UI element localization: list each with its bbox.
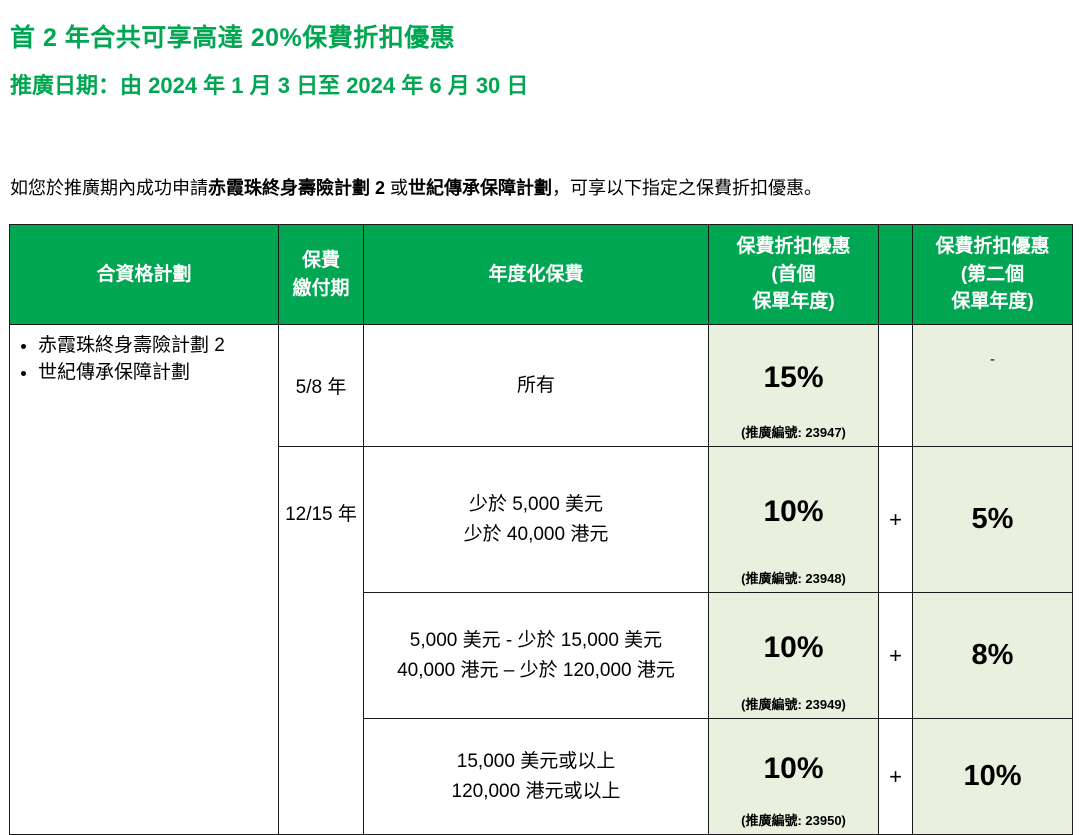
premium-cell: 5,000 美元 - 少於 15,000 美元 40,000 港元 – 少於 1… bbox=[363, 592, 709, 719]
header-annualized-premium-label: 年度化保費 bbox=[488, 263, 584, 285]
page-title: 首 2 年合共可享高達 20%保費折扣優惠 bbox=[10, 24, 456, 52]
table-row: 赤霞珠終身壽險計劃 2 世紀傳承保障計劃 5/8 年 所有 15% (推廣編號:… bbox=[9, 324, 1073, 835]
header-payment-term: 保費 繳付期 bbox=[278, 224, 364, 325]
promo-code: (推廣編號: 23950) bbox=[741, 813, 846, 828]
table-header-row: 合資格計劃 保費 繳付期 年度化保費 保費折扣優惠 (首個 保單年度) 保費折扣… bbox=[9, 224, 1073, 325]
header-first-line2: (首個 bbox=[771, 263, 816, 285]
first-year-discount-cell: 10% (推廣編號: 23948) bbox=[708, 446, 879, 593]
eligible-plans-cell: 赤霞珠終身壽險計劃 2 世紀傳承保障計劃 bbox=[9, 324, 279, 835]
eligible-plan-item: 世紀傳承保障計劃 bbox=[38, 360, 272, 387]
eligible-plans-list: 赤霞珠終身壽險計劃 2 世紀傳承保障計劃 bbox=[18, 333, 272, 386]
table-row: 12/15 年 少於 5,000 美元 少於 40,000 港元 10% (推廣… bbox=[10, 446, 1073, 835]
promo-code: (推廣編號: 23947) bbox=[741, 425, 846, 440]
payment-term-cell: 12/15 年 bbox=[278, 446, 364, 835]
premium-line: 5,000 美元 - 少於 15,000 美元 bbox=[409, 630, 663, 652]
intro-text: 如您於推廣期內成功申請赤霞珠終身壽險計劃 2 或世紀傳承保障計劃，可享以下指定之… bbox=[10, 174, 1072, 200]
header-first-line1: 保費折扣優惠 bbox=[736, 236, 851, 258]
header-eligible-plans-label: 合資格計劃 bbox=[96, 263, 192, 285]
intro-post: ，可享以下指定之保費折扣優惠。 bbox=[552, 178, 823, 198]
premium-cell: 少於 5,000 美元 少於 40,000 港元 bbox=[363, 446, 709, 593]
plus-cell: + bbox=[878, 718, 913, 835]
header-second-line3: 保單年度) bbox=[951, 291, 1034, 313]
header-payment-line2: 繳付期 bbox=[292, 277, 350, 299]
table-row: 15,000 美元或以上 120,000 港元或以上 10% (推廣編號: 23… bbox=[10, 718, 1073, 835]
premium-cell: 15,000 美元或以上 120,000 港元或以上 bbox=[363, 718, 709, 835]
premium-line: 40,000 港元 – 少於 120,000 港元 bbox=[397, 659, 675, 681]
plus-cell bbox=[878, 324, 913, 447]
first-year-discount-cell: 10% (推廣編號: 23949) bbox=[708, 592, 879, 719]
intro-pre: 如您於推廣期內成功申請 bbox=[10, 178, 208, 198]
intro-plan2: 世紀傳承保障計劃 bbox=[408, 178, 553, 198]
header-eligible-plans: 合資格計劃 bbox=[9, 224, 279, 325]
first-year-discount-cell: 10% (推廣編號: 23950) bbox=[708, 718, 879, 835]
intro-mid: 或 bbox=[385, 178, 409, 198]
plus-cell: + bbox=[878, 592, 913, 719]
eligible-plan-item: 赤霞珠終身壽險計劃 2 bbox=[38, 333, 272, 360]
premium-line: 少於 5,000 美元 bbox=[468, 494, 604, 516]
second-year-discount-cell: 10% bbox=[912, 718, 1073, 835]
premium-line: 15,000 美元或以上 bbox=[456, 751, 616, 773]
header-plus-spacer bbox=[878, 224, 913, 325]
header-payment-line1: 保費 bbox=[301, 249, 340, 271]
promo-code: (推廣編號: 23948) bbox=[741, 571, 846, 586]
discount-percent: 10% bbox=[763, 751, 824, 785]
plus-cell: + bbox=[878, 446, 913, 593]
header-annualized-premium: 年度化保費 bbox=[363, 224, 709, 325]
header-first-line3: 保單年度) bbox=[752, 291, 835, 313]
discount-table: 合資格計劃 保費 繳付期 年度化保費 保費折扣優惠 (首個 保單年度) 保費折扣… bbox=[9, 224, 1073, 835]
premium-cell: 所有 bbox=[363, 324, 709, 447]
premium-line: 少於 40,000 港元 bbox=[463, 523, 609, 545]
header-discount-first-year: 保費折扣優惠 (首個 保單年度) bbox=[708, 224, 879, 325]
second-year-discount-cell: 5% bbox=[912, 446, 1073, 593]
discount-percent: 10% bbox=[763, 494, 824, 528]
promo-period: 推廣日期：由 2024 年 1 月 3 日至 2024 年 6 月 30 日 bbox=[10, 73, 529, 98]
premium-line: 120,000 港元或以上 bbox=[451, 780, 621, 802]
promo-code: (推廣編號: 23949) bbox=[741, 697, 846, 712]
second-year-discount-cell: - bbox=[912, 324, 1073, 447]
premium-line: 所有 bbox=[516, 374, 555, 396]
payment-term-cell: 5/8 年 bbox=[278, 324, 364, 447]
table-row: 5,000 美元 - 少於 15,000 美元 40,000 港元 – 少於 1… bbox=[10, 592, 1073, 719]
discount-percent: 15% bbox=[763, 360, 824, 394]
header-discount-second-year: 保費折扣優惠 (第二個 保單年度) bbox=[912, 224, 1073, 325]
header-second-line1: 保費折扣優惠 bbox=[935, 236, 1050, 258]
discount-percent: 10% bbox=[763, 630, 824, 664]
first-year-discount-cell: 15% (推廣編號: 23947) bbox=[708, 324, 879, 447]
second-year-discount-cell: 8% bbox=[912, 592, 1073, 719]
intro-plan1: 赤霞珠終身壽險計劃 2 bbox=[208, 178, 386, 198]
header-second-line2: (第二個 bbox=[960, 263, 1025, 285]
